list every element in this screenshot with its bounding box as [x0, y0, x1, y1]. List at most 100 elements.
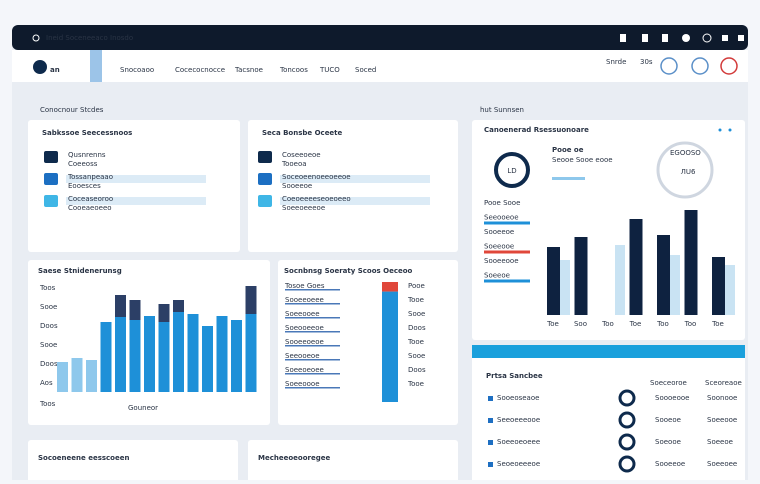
- legend-bar: [484, 279, 530, 283]
- bar-segment: [245, 286, 257, 314]
- label: Gouneor: [128, 404, 158, 412]
- label[interactable]: Toncoos: [279, 66, 308, 74]
- logo: [33, 60, 47, 74]
- window-icons: [620, 33, 744, 43]
- label: Canoenerad Rsessuonoare: [484, 126, 589, 134]
- label: Soeeoeoeee: [497, 438, 540, 446]
- dot: [728, 128, 732, 132]
- item-line: [285, 359, 340, 361]
- label: Soeceoroe: [650, 379, 687, 387]
- label: Soeeoee: [707, 460, 737, 468]
- label: Tooe: [407, 380, 424, 388]
- label: Seoeoeeeoe: [497, 460, 540, 468]
- label: Tooe: [407, 296, 424, 304]
- item-line: [285, 373, 340, 375]
- label: Qusnrenns: [68, 151, 106, 159]
- icon-button[interactable]: [691, 57, 709, 75]
- bar: [158, 322, 170, 392]
- x-tick-label: Too: [684, 320, 697, 328]
- bar: [71, 358, 83, 392]
- donut: [494, 152, 530, 188]
- label: Seooe Sooe eooe: [552, 156, 613, 164]
- label: EGOOSO: [670, 149, 701, 157]
- label[interactable]: TUCO: [319, 66, 340, 74]
- bar-segment: [115, 295, 126, 317]
- label: Pooe: [408, 282, 425, 290]
- label: Sooe: [408, 310, 425, 318]
- menu-icon[interactable]: [32, 34, 40, 42]
- label: Soeooe: [655, 438, 681, 446]
- label: Soeeoooe: [285, 380, 320, 388]
- label: Soeeooee: [285, 310, 320, 318]
- bar: [173, 312, 184, 392]
- label: Socoeneene eesscoeen: [38, 454, 129, 462]
- item-line: [285, 387, 340, 389]
- bar: [129, 320, 141, 392]
- label: Prtsa Sancbee: [486, 372, 543, 380]
- top-bar: [12, 25, 748, 50]
- label[interactable]: Soced: [355, 66, 376, 74]
- label: Mecheeoeooregee: [258, 454, 330, 462]
- label: Cooeaeoeeo: [68, 204, 112, 212]
- label[interactable]: Cocecocnocce: [175, 66, 225, 74]
- y-tick-label: Doos: [40, 322, 58, 330]
- label: hut Sunnsen: [480, 106, 524, 114]
- label: Ineid Soceneeaco Inosdo: [46, 34, 133, 42]
- bar: [657, 235, 670, 315]
- item-bar: [66, 197, 206, 205]
- y-tick-label: Toos: [39, 284, 56, 292]
- row-icon: [488, 396, 493, 401]
- bar: [57, 362, 68, 392]
- label: Tossanpeaao: [67, 173, 113, 181]
- label: Pooe oe: [552, 146, 584, 154]
- item-line: [285, 317, 340, 319]
- label: Sceoreaoe: [705, 379, 742, 387]
- dot: [718, 128, 722, 132]
- bar: [670, 255, 680, 315]
- label: Snrde: [606, 58, 626, 66]
- label: Sooeeooe: [484, 257, 519, 265]
- label: Soonooe: [707, 394, 737, 402]
- icon-button[interactable]: [660, 57, 678, 75]
- nav-bar: [12, 50, 748, 82]
- label: an: [50, 66, 60, 74]
- label: Sooeeoeoe: [285, 338, 324, 346]
- label: Soeeooe: [707, 416, 737, 424]
- label: Socnbnsg Soeraty Scoos Oeceoo: [284, 267, 413, 275]
- bar: [231, 320, 242, 392]
- bar: [216, 316, 228, 392]
- label: Seeoeeeooe: [497, 416, 540, 424]
- card: [28, 440, 238, 484]
- card: [472, 345, 745, 480]
- label[interactable]: Tacsnoe: [234, 66, 263, 74]
- label: Coceaseoroo: [68, 195, 113, 203]
- row-avatar: [618, 411, 636, 429]
- label: Eooesces: [68, 182, 101, 190]
- label: Seeooeoe: [285, 352, 320, 360]
- label: Saese Stnidenerunsg: [38, 267, 122, 275]
- item-bar: [66, 175, 206, 183]
- label[interactable]: Snocoaoo: [120, 66, 154, 74]
- x-tick-label: Soo: [574, 320, 587, 328]
- label: Seca Bonsbe Oceete: [262, 129, 343, 137]
- label: Soeeoeoee: [285, 366, 324, 374]
- table-header: [472, 345, 745, 358]
- label: Soeooeeoe: [285, 324, 324, 332]
- x-tick-label: Toe: [546, 320, 559, 328]
- card: [248, 120, 458, 252]
- bar: [615, 245, 625, 315]
- label: Sooeoe: [655, 416, 681, 424]
- icon-button[interactable]: [720, 57, 738, 75]
- y-tick-label: Sooe: [40, 303, 57, 311]
- bar: [574, 237, 588, 315]
- item-icon: [258, 195, 272, 207]
- card: [28, 120, 240, 252]
- label: Conocnour Stcdes: [40, 106, 104, 114]
- item-line: [285, 303, 340, 305]
- label: Sooeoseaoe: [497, 394, 539, 402]
- label: Soeeoe: [484, 272, 510, 280]
- card: [278, 260, 458, 425]
- x-tick-label: Toe: [629, 320, 642, 328]
- card: [248, 440, 458, 484]
